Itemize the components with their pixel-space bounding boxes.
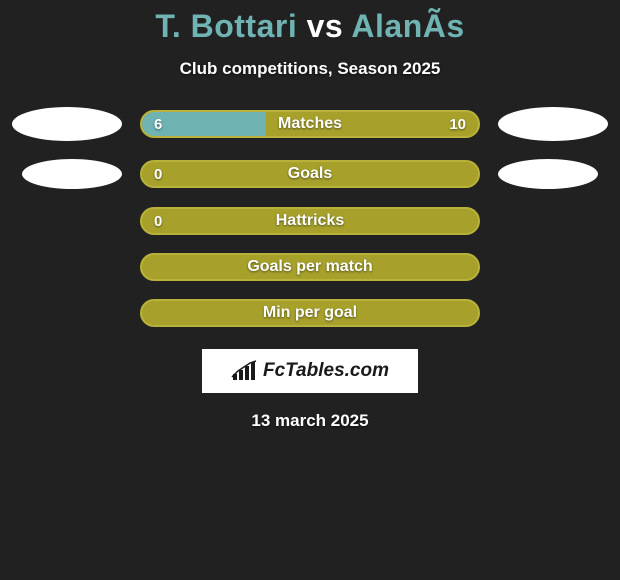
stat-label: Matches — [142, 115, 478, 133]
stat-row: Goals0 — [0, 159, 620, 189]
stat-row: Hattricks0 — [0, 207, 620, 235]
team-badge-right — [498, 107, 608, 141]
player-a-name: T. Bottari — [155, 8, 297, 44]
stat-value-left: 6 — [154, 116, 162, 133]
stat-row: Min per goal — [0, 299, 620, 327]
stat-row: Matches6 10 — [0, 107, 620, 141]
stat-bar: Min per goal — [140, 299, 480, 327]
stat-value-left: 0 — [154, 166, 162, 183]
stat-bar: Goals0 — [140, 160, 480, 188]
stat-bar: Hattricks0 — [140, 207, 480, 235]
bar-chart-icon — [231, 360, 257, 382]
team-badge-left — [22, 159, 122, 189]
team-badge-left — [12, 107, 122, 141]
subtitle: Club competitions, Season 2025 — [0, 59, 620, 79]
player-b-name: AlanÃs — [351, 8, 464, 44]
stat-row: Goals per match — [0, 253, 620, 281]
stat-bar: Goals per match — [140, 253, 480, 281]
stat-label: Hattricks — [142, 212, 478, 230]
date-text: 13 march 2025 — [0, 411, 620, 431]
stat-label: Min per goal — [142, 304, 478, 322]
stat-value-left: 0 — [154, 213, 162, 230]
comparison-title: T. Bottari vs AlanÃs — [0, 0, 620, 45]
stat-label: Goals per match — [142, 258, 478, 276]
logo-text: FcTables.com — [263, 360, 389, 382]
stat-rows: Matches610Goals0Hattricks0Goals per matc… — [0, 107, 620, 327]
stat-value-right: 10 — [449, 116, 466, 133]
site-logo: FcTables.com — [202, 349, 418, 393]
stat-label: Goals — [142, 165, 478, 183]
stat-bar: Matches6 10 — [140, 110, 480, 138]
team-badge-right — [498, 159, 598, 189]
vs-separator: vs — [307, 8, 344, 44]
